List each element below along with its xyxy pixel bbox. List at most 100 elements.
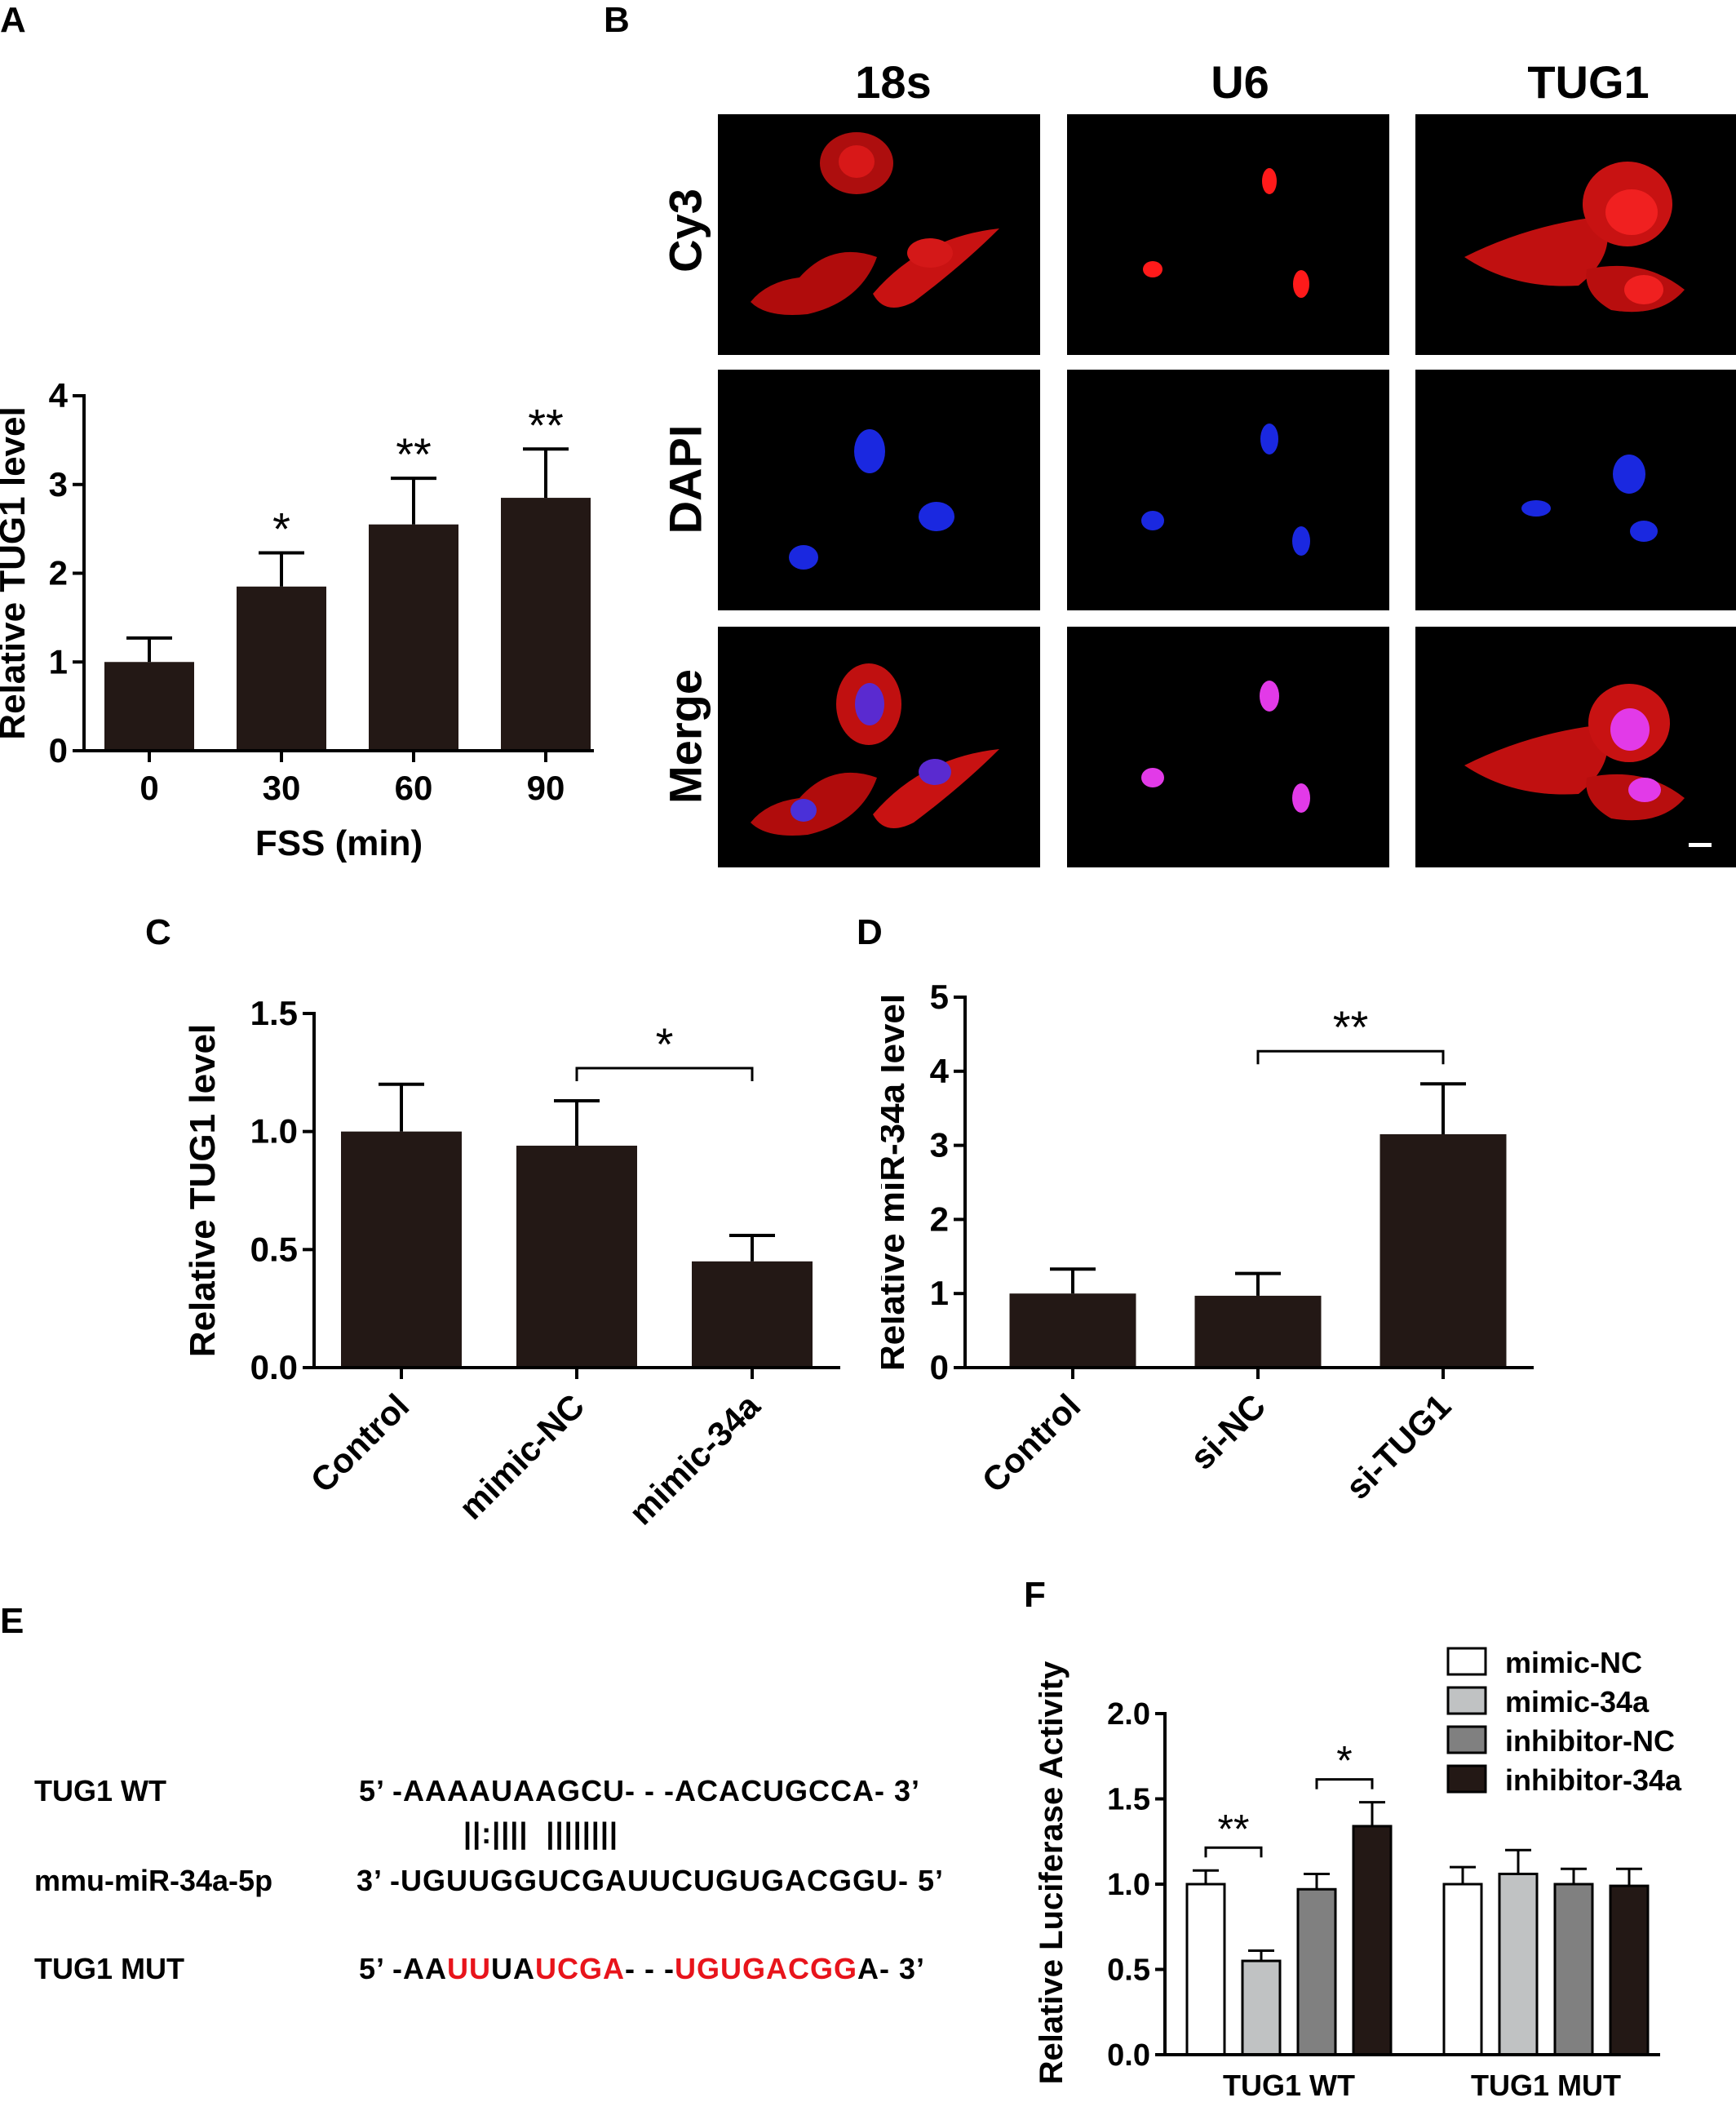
y-axis-label: Relative miR-34a level — [881, 994, 912, 1371]
bar-inhibitor-NC-TUG1 MUT — [1553, 1883, 1594, 2056]
significance-label: ** — [1218, 1806, 1250, 1852]
x-tick-label: mimic-NC — [452, 1386, 592, 1527]
seq-label-tug1-wt: TUG1 WT — [34, 1774, 166, 1807]
significance-label: ** — [396, 428, 432, 480]
legend-swatch-mimic-NC — [1446, 1647, 1487, 1676]
bar-si-NC — [1194, 1295, 1322, 1368]
bar-mimic-34a — [692, 1261, 813, 1368]
legend-swatch-inhibitor-NC — [1446, 1725, 1487, 1754]
bar-mimic-NC-TUG1 WT — [1185, 1883, 1226, 2056]
micrograph-18s-merge — [718, 627, 1040, 867]
seq-mut-part-0: AA — [403, 1952, 448, 1985]
comparison-bracket — [575, 1067, 754, 1082]
seq-mut-part-1: UU — [447, 1952, 492, 1985]
bar-mimic-NC-TUG1 MUT — [1442, 1883, 1483, 2056]
seq-mut-part-5: UGUGACGG — [675, 1952, 857, 1985]
significance-label: * — [272, 503, 290, 554]
column-header-18s: 18s — [855, 56, 932, 108]
bar-inhibitor-34a-TUG1 MUT — [1609, 1884, 1650, 2056]
y-tick-label: 2 — [930, 1200, 949, 1238]
panel-label-c: C — [145, 912, 171, 952]
x-axis-label: FSS (min) — [255, 823, 423, 863]
seq-tug1-mut: 5’ -AAUUUAUCGA- - -UGUGACGGA- 3’ — [359, 1952, 926, 1985]
comparison-bracket — [1204, 1846, 1263, 1858]
panel-label-e: E — [0, 1601, 24, 1641]
y-tick-label: 4 — [49, 376, 69, 415]
significance-label: * — [656, 1018, 674, 1070]
y-tick-label: 1.5 — [1107, 1783, 1150, 1817]
y-axis-label: Relative Luciferase Activity — [1034, 1661, 1070, 2085]
bar-mimic-34a-TUG1 MUT — [1498, 1872, 1539, 2056]
panel-label-f: F — [1024, 1575, 1046, 1615]
bar-si-TUG1 — [1380, 1133, 1507, 1368]
panel-label-b: B — [604, 0, 630, 40]
x-tick-label: 60 — [395, 769, 433, 807]
panel-label-a: A — [0, 0, 26, 40]
y-axis-label: Relative TUG1 level — [0, 406, 33, 739]
significance-label: ** — [528, 399, 564, 450]
row-header-cy3: Cy3 — [659, 188, 711, 273]
y-tick-label: 4 — [930, 1052, 950, 1090]
x-tick-label: Control — [975, 1386, 1088, 1500]
micrograph-tug1-merge — [1415, 627, 1736, 867]
y-tick-label: 0 — [930, 1348, 949, 1386]
seq-mut-part-4: - - - — [625, 1952, 675, 1985]
micrograph-18s-dapi — [718, 370, 1040, 610]
micrograph-u6-dapi — [1067, 370, 1389, 610]
comparison-bracket — [1315, 1778, 1374, 1789]
significance-label: * — [1336, 1738, 1352, 1784]
chart-f-luciferase: TUG1 WT TUG1 MUT***0.00.51.01.52.0Relativ… — [1034, 1646, 1682, 2102]
y-tick-label: 0 — [49, 731, 68, 769]
legend-label: mimic-NC — [1505, 1646, 1642, 1679]
bar-inhibitor-NC-TUG1 WT — [1296, 1887, 1337, 2056]
chart-d-mir34a-si: 0 1 2 3 4 5 Control si-NC si-TUG1 ** Relative miR-… — [881, 978, 1534, 1506]
bar-Control — [1009, 1293, 1136, 1368]
bar-0 — [104, 662, 194, 751]
row-header-dapi: DAPI — [659, 424, 711, 534]
x-tick-label: si-TUG1 — [1338, 1386, 1458, 1506]
y-tick-label: 0.5 — [1107, 1954, 1150, 1988]
y-tick-label: 1 — [930, 1274, 949, 1312]
bar-30 — [237, 586, 326, 751]
y-tick-label: 5 — [930, 978, 949, 1016]
y-tick-label: 0.0 — [1107, 2038, 1150, 2073]
micrograph-u6-cy3 — [1067, 114, 1389, 355]
legend-label: inhibitor-34a — [1505, 1763, 1682, 1797]
seq-mut-part-3: UCGA — [535, 1952, 626, 1985]
legend-swatch-inhibitor-34a — [1446, 1764, 1487, 1794]
y-tick-label: 3 — [930, 1126, 949, 1164]
seq-mir34a: 3’ -UGUUGGUCGAUUCUGUGACGGU- 5’ — [356, 1864, 945, 1897]
y-tick-label: 1.0 — [1107, 1868, 1150, 1902]
column-header-u6: U6 — [1211, 56, 1269, 108]
chart-c-tug1-mimic: 0.0 0.5 1.0 1.5 Control mimic-NC mimic-34a * Rel… — [183, 994, 840, 1532]
x-tick-label: 0 — [140, 769, 158, 807]
y-tick-label: 2 — [49, 554, 68, 592]
micrograph-18s-cy3 — [718, 114, 1040, 355]
micrograph-tug1-cy3 — [1415, 114, 1736, 355]
micrograph-u6-merge — [1067, 627, 1389, 867]
y-tick-label: 2.0 — [1107, 1697, 1150, 1732]
seq-label-tug1-mut: TUG1 MUT — [34, 1952, 184, 1985]
y-tick-label: 0.5 — [250, 1230, 298, 1268]
bar-mimic-34a-TUG1 WT — [1241, 1959, 1282, 2056]
y-tick-label: 1.5 — [250, 994, 298, 1032]
y-tick-label: 0.0 — [250, 1348, 298, 1386]
y-tick-label: 1.0 — [250, 1112, 298, 1151]
legend-label: mimic-34a — [1505, 1685, 1650, 1719]
column-header-tug1: TUG1 — [1527, 56, 1650, 108]
scale-bar — [1689, 843, 1712, 847]
y-axis-label: Relative TUG1 level — [183, 1024, 223, 1357]
legend-swatch-mimic-34a — [1446, 1686, 1487, 1715]
seq-mut-part-2: UA — [491, 1952, 536, 1985]
bar-90 — [501, 498, 591, 751]
bar-Control — [341, 1131, 462, 1368]
y-tick-label: 3 — [49, 465, 68, 503]
x-tick-label: mimic-34a — [622, 1386, 768, 1532]
y-tick-label: 1 — [49, 642, 68, 681]
x-group-label: TUG1 MUT — [1471, 2069, 1621, 2102]
micrograph-tug1-dapi — [1415, 370, 1736, 610]
panel-label-d: D — [857, 912, 883, 952]
x-tick-label: Control — [303, 1386, 417, 1500]
seq-mut-part-6: A — [857, 1952, 879, 1985]
